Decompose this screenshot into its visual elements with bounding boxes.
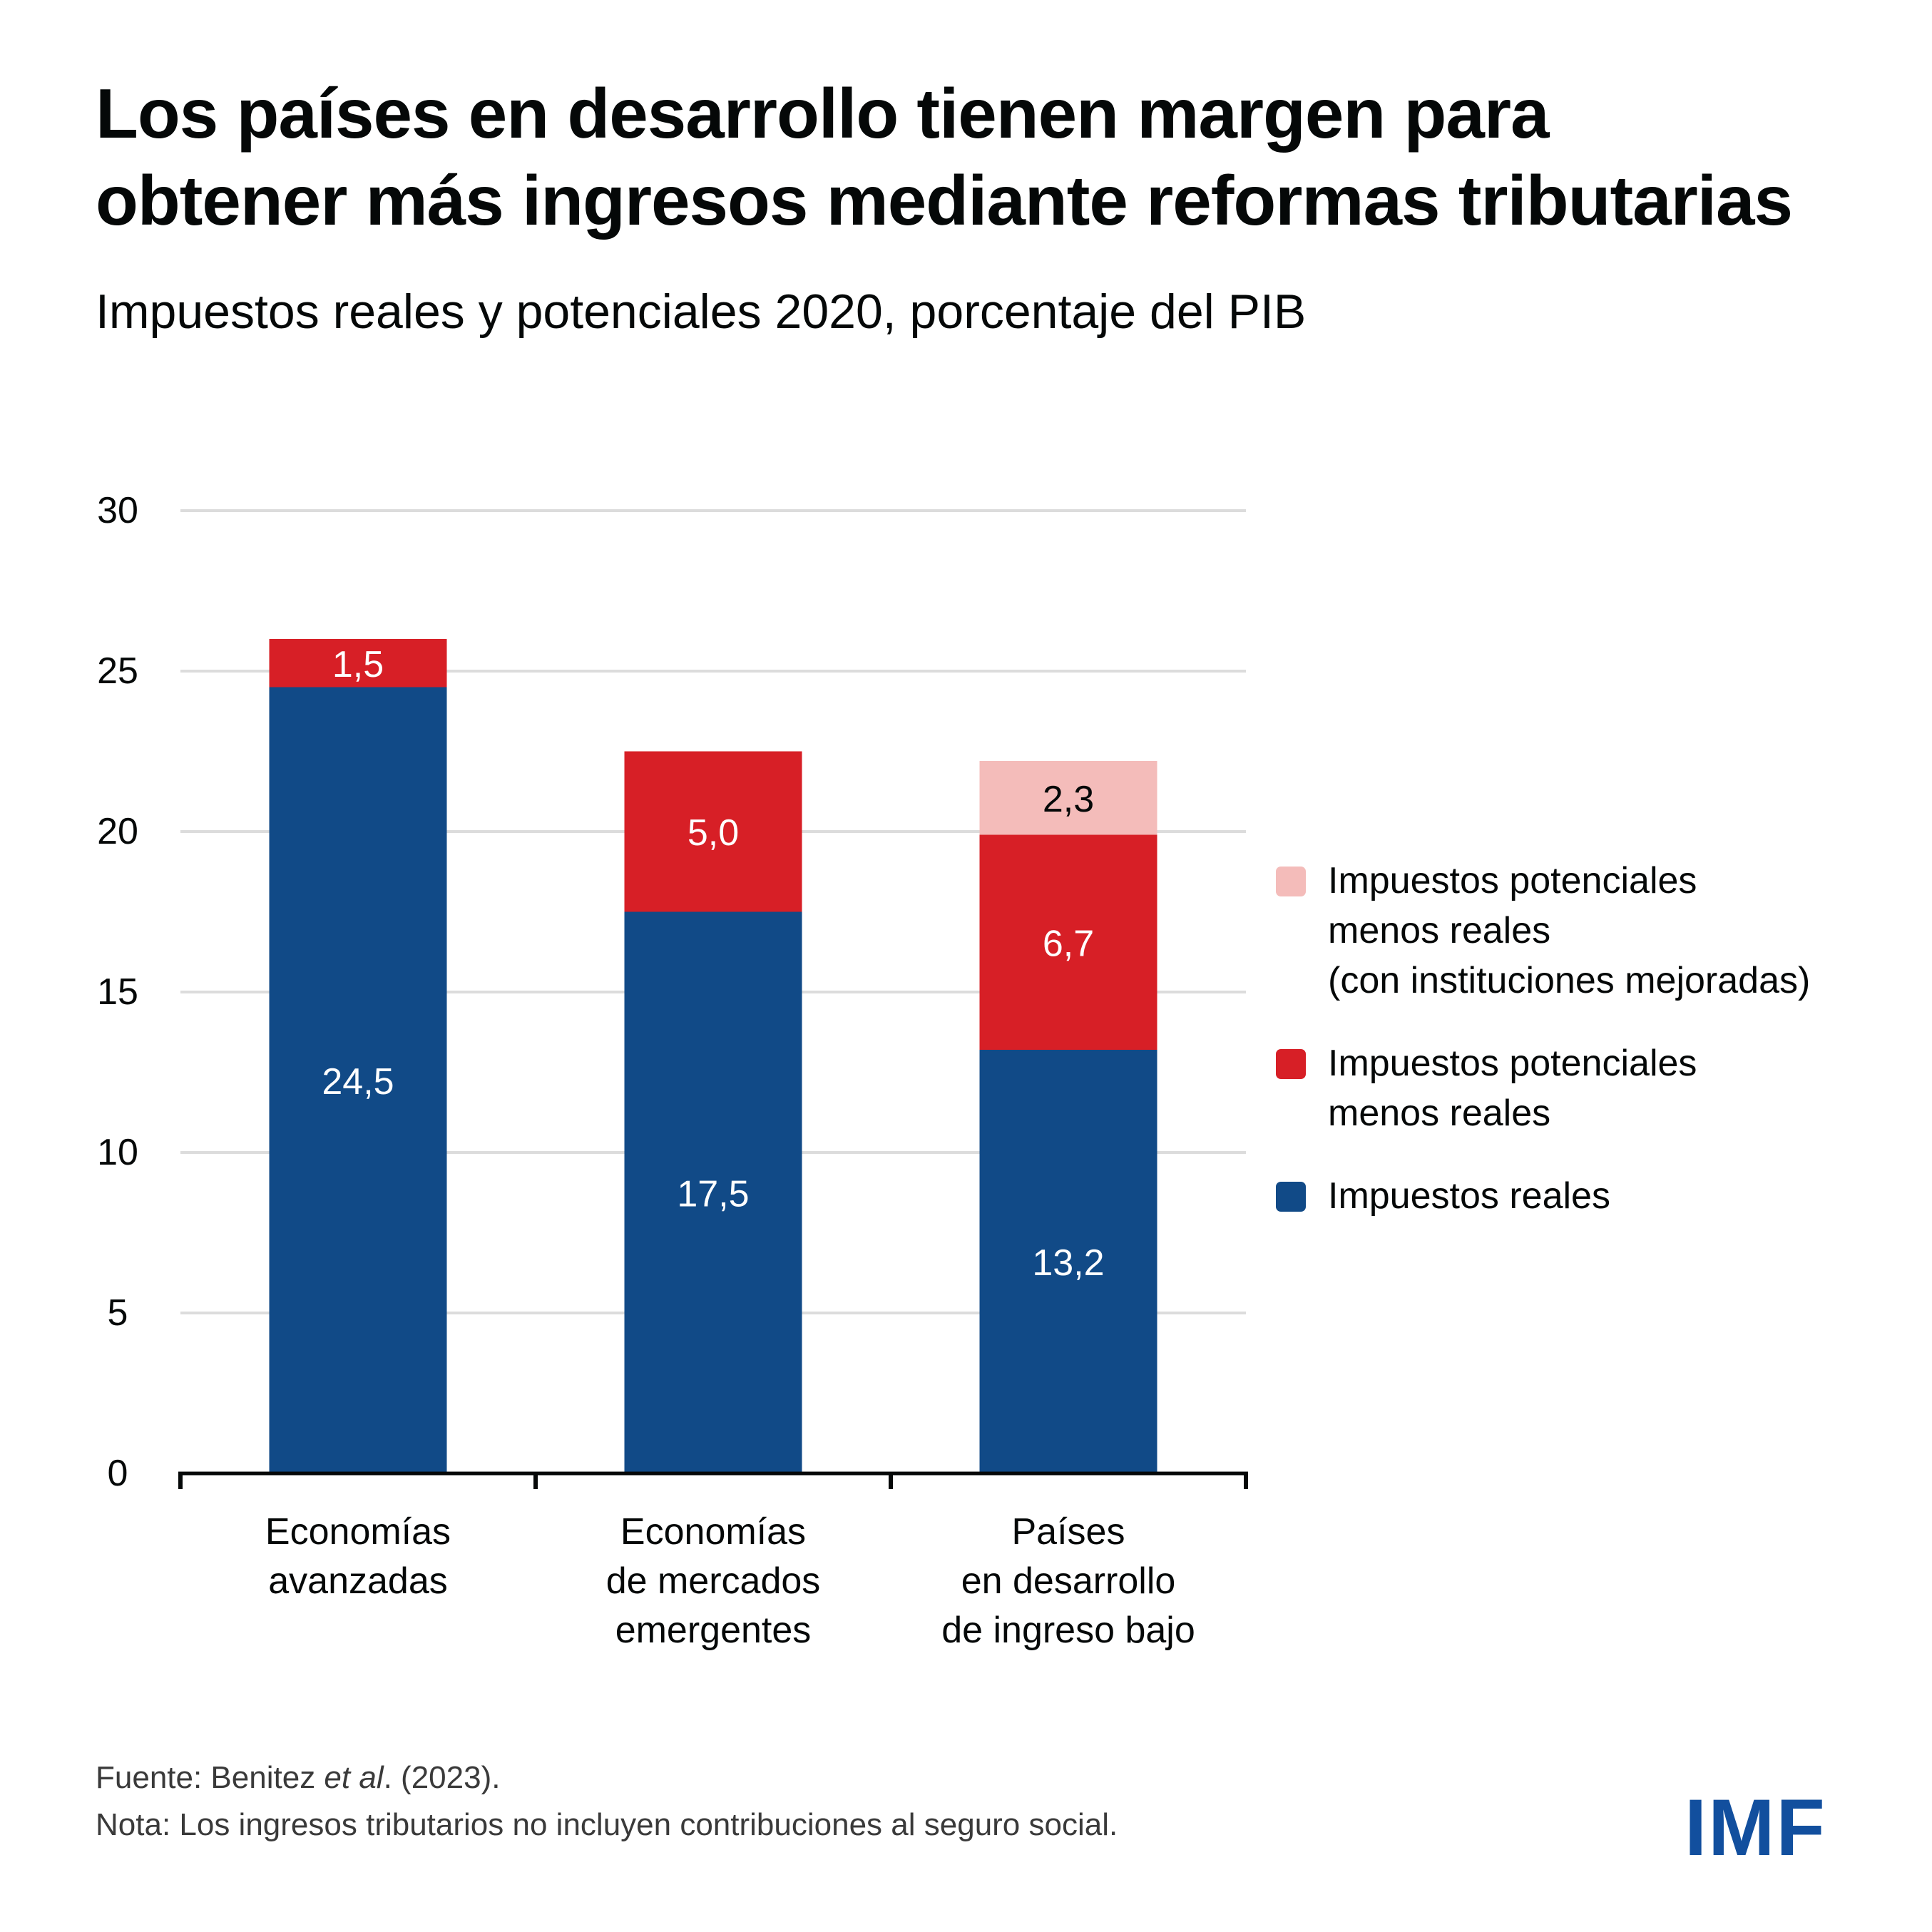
x-category-label-line: de mercados xyxy=(606,1560,821,1602)
x-axis-category-labels: Economías avanzadas Economías de mercados em… xyxy=(265,1511,1195,1651)
chart-title-line-1: Los países en desarrollo tienen margen p… xyxy=(96,74,1550,153)
x-category-label-line: Economías xyxy=(265,1511,451,1553)
source-prefix: Fuente: Benitez xyxy=(96,1760,324,1795)
y-tick-label-30: 30 xyxy=(97,490,138,531)
y-tick-label-0: 0 xyxy=(108,1453,128,1494)
chart-title: Los países en desarrollo tienen margen p… xyxy=(96,70,1793,244)
y-tick-label-10: 10 xyxy=(97,1132,138,1173)
bar-value-label-3-series-2: 6,7 xyxy=(1043,923,1094,964)
x-category-label-line: en desarrollo xyxy=(961,1560,1176,1602)
x-category-label-line: de ingreso bajo xyxy=(941,1610,1195,1651)
bar-value-label-3-series-1: 13,2 xyxy=(1032,1242,1104,1284)
legend-label: Impuestos reales xyxy=(1328,1175,1610,1217)
bar-value-label-1-series-2: 1,5 xyxy=(332,644,384,685)
chart-subtitle: Impuestos reales y potenciales 2020, por… xyxy=(96,285,1307,339)
footer-notes: Fuente: Benitez et al. (2023). Nota: Los… xyxy=(96,1754,1118,1849)
bar-value-label-2-series-1: 17,5 xyxy=(677,1173,749,1215)
bar-value-label-3-series-3: 2,3 xyxy=(1043,779,1094,820)
y-axis-tick-labels: 0 5 10 15 20 25 30 xyxy=(97,490,138,1494)
bar-segment-1-series-1 xyxy=(269,687,447,1473)
imf-logo: IMF xyxy=(1685,1783,1826,1872)
legend-swatch-blue-icon xyxy=(1276,1182,1306,1212)
bar-segment-3-series-2 xyxy=(979,834,1157,1050)
y-tick-label-25: 25 xyxy=(97,650,138,692)
bar-segment-3-series-1 xyxy=(979,1050,1157,1473)
legend-label: Impuestos potenciales menos reales xyxy=(1328,1043,1697,1134)
x-category-label-line: Países xyxy=(1012,1511,1125,1553)
y-tick-label-20: 20 xyxy=(97,811,138,852)
bar-value-label-1-series-1: 24,5 xyxy=(322,1061,394,1103)
source-italic: et al xyxy=(324,1760,384,1795)
bars xyxy=(269,639,1157,1473)
bar-segment-1-series-2 xyxy=(269,639,447,688)
y-tick-label-5: 5 xyxy=(108,1292,128,1334)
note-text: Nota: Los ingresos tributarios no incluy… xyxy=(96,1807,1118,1842)
source-suffix: . (2023). xyxy=(383,1760,501,1795)
bar-value-labels: 24,5 1,5 17,5 5,0 13,2 6,7 2,3 xyxy=(322,644,1104,1284)
x-axis xyxy=(178,1471,1248,1489)
bar-segment-2-series-2 xyxy=(624,751,802,912)
bar-segment-3-series-3 xyxy=(979,761,1157,835)
legend-item-actual: Impuestos reales xyxy=(1276,1171,1810,1221)
legend-label: Impuestos potenciales menos reales (con … xyxy=(1328,860,1811,1001)
x-category-label-3: Países en desarrollo de ingreso bajo xyxy=(941,1511,1195,1651)
bar-value-label-2-series-2: 5,0 xyxy=(688,812,739,854)
x-category-label-line: avanzadas xyxy=(268,1560,448,1602)
chart-title-line-2: obtener más ingresos mediante reformas t… xyxy=(96,161,1793,240)
legend-swatch-pink-icon xyxy=(1276,867,1306,896)
legend-swatch-red-icon xyxy=(1276,1049,1306,1079)
x-category-label-line: emergentes xyxy=(615,1610,812,1651)
legend: Impuestos potenciales menos reales (con … xyxy=(1276,856,1810,1254)
legend-item-potential-improved: Impuestos potenciales menos reales (con … xyxy=(1276,856,1810,1006)
x-category-label-2: Economías de mercados emergentes xyxy=(606,1511,821,1651)
x-category-label-1: Economías avanzadas xyxy=(265,1511,451,1602)
legend-item-potential-minus-actual: Impuestos potenciales menos reales xyxy=(1276,1038,1810,1138)
source-note: Fuente: Benitez et al. (2023). xyxy=(96,1754,1118,1801)
bar-segment-2-series-1 xyxy=(624,911,802,1473)
x-category-label-line: Economías xyxy=(620,1511,806,1553)
y-tick-label-15: 15 xyxy=(97,971,138,1013)
